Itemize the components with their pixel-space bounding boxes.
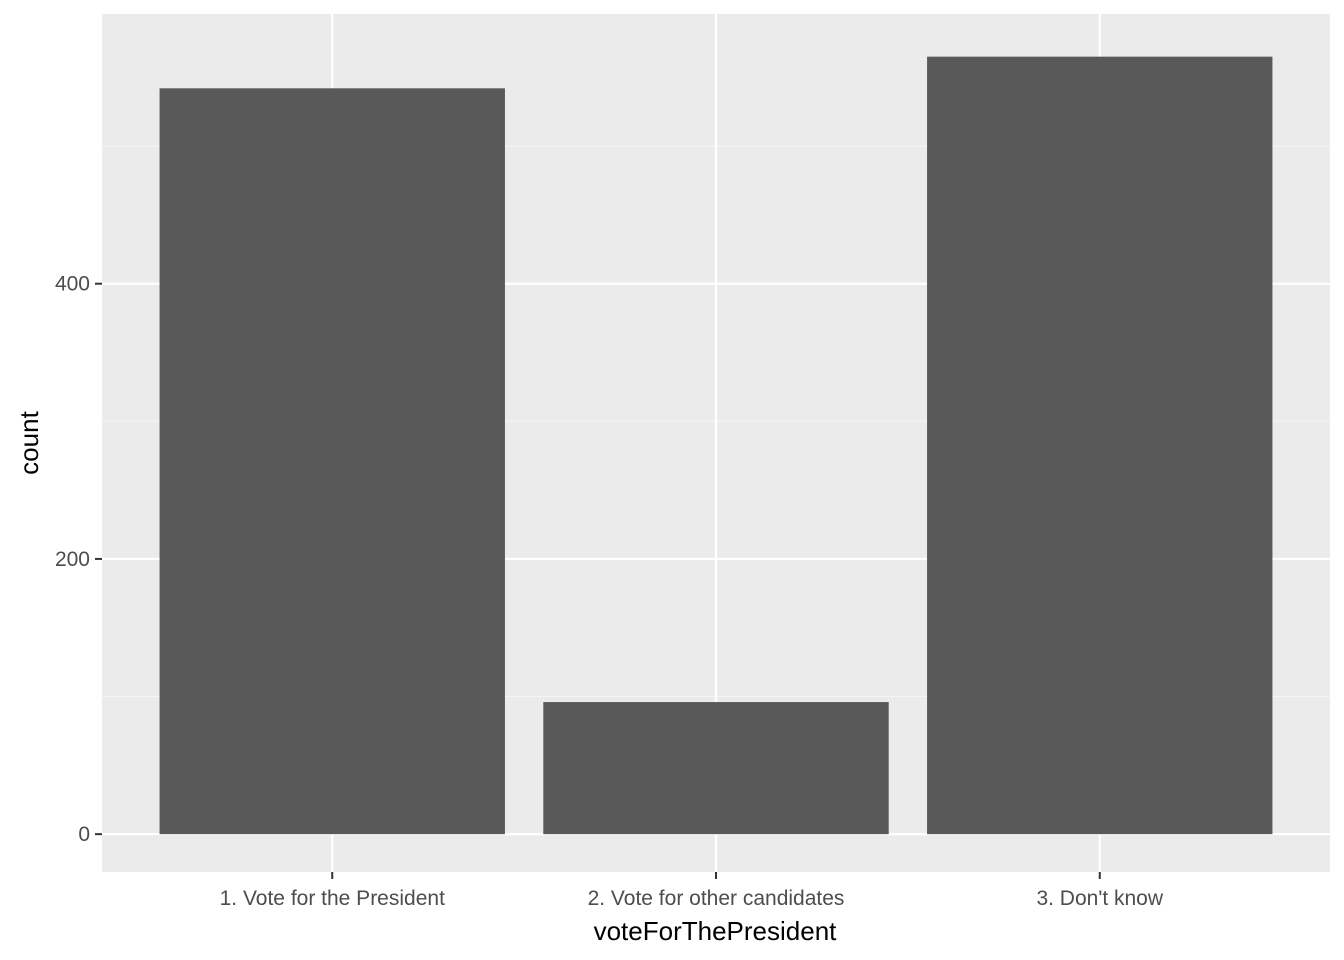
bar xyxy=(927,56,1273,835)
bar xyxy=(543,702,889,835)
y-axis: 0 200 400 xyxy=(55,273,102,846)
x-axis-title: voteForThePresident xyxy=(594,916,838,946)
x-tick-label: 1. Vote for the President xyxy=(220,887,445,910)
y-tick-label: 400 xyxy=(55,273,90,296)
x-axis: 1. Vote for the President 2. Vote for oth… xyxy=(220,872,1164,910)
x-tick-label: 2. Vote for other candidates xyxy=(588,887,845,910)
y-tick-label: 200 xyxy=(55,548,90,571)
bars xyxy=(159,56,1273,835)
x-tick-label: 3. Don't know xyxy=(1036,887,1163,910)
y-axis-title: count xyxy=(14,410,44,474)
y-tick-label: 0 xyxy=(78,823,90,846)
bar xyxy=(159,88,505,835)
